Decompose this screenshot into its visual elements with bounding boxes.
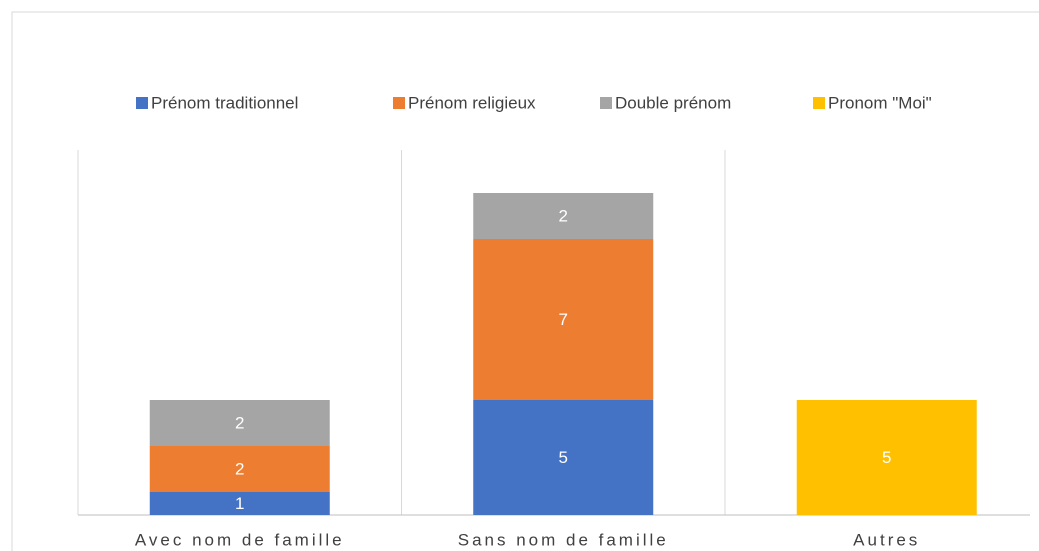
bar-segment — [149, 446, 330, 492]
data-label: 2 — [559, 206, 568, 225]
legend-swatch — [393, 97, 405, 109]
data-label: 5 — [559, 448, 568, 467]
data-label: 5 — [882, 448, 891, 467]
data-label: 2 — [235, 459, 244, 478]
legend-label: Double prénom — [615, 93, 731, 112]
data-label: 2 — [235, 413, 244, 432]
legend-swatch — [600, 97, 612, 109]
x-tick-label: Avec nom de famille — [135, 530, 345, 549]
legend-swatch — [136, 97, 148, 109]
bar-segment — [149, 492, 330, 515]
legend-label: Prénom traditionnel — [151, 93, 298, 112]
legend-label: Pronom "Moi" — [828, 93, 932, 112]
bar-segment — [149, 400, 330, 446]
bar-segment — [473, 400, 654, 515]
legend-swatch — [813, 97, 825, 109]
bar-segment — [796, 400, 977, 515]
data-label: 7 — [559, 310, 568, 329]
x-tick-label: Sans nom de famille — [458, 530, 669, 549]
bar-segment — [473, 239, 654, 400]
legend-label: Prénom religieux — [408, 93, 536, 112]
x-tick-label: Autres — [853, 530, 920, 549]
data-label: 1 — [235, 494, 244, 513]
bar-segment — [473, 193, 654, 239]
